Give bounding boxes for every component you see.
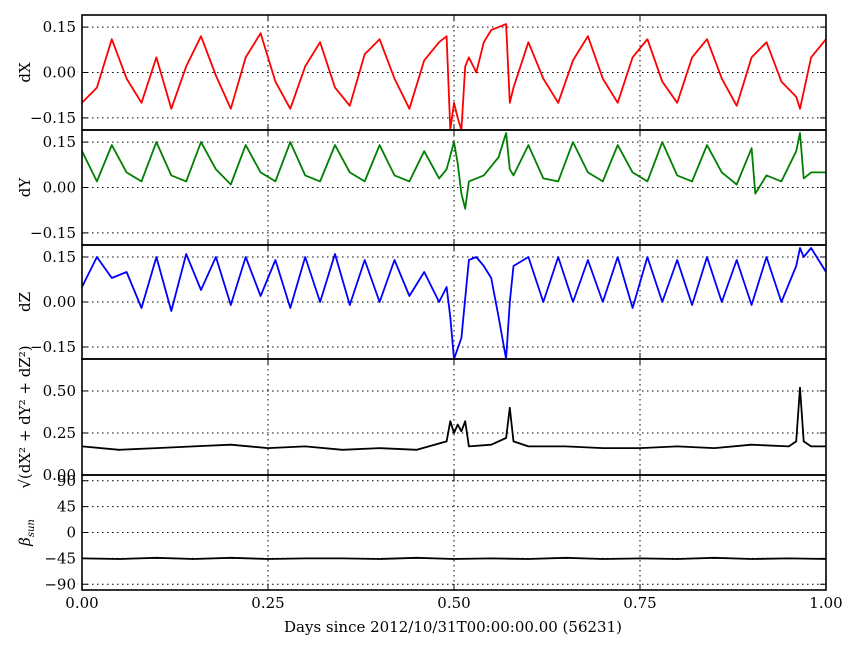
- y-tick-label: 0.15: [43, 18, 76, 36]
- chart-panels: 0.15 0.00 −0.15 dX 0.15 0.00 −0.15 dY 0.15 0.00 −0…: [16, 14, 843, 612]
- y-tick-label: 45: [57, 498, 76, 516]
- x-tick-label: 1.00: [809, 594, 842, 612]
- x-tick-label: 0.25: [251, 594, 284, 612]
- y-tick-label: 0.15: [43, 248, 76, 266]
- y-tick-label: −45: [44, 549, 76, 567]
- panel-beta_sun: 90 45 0 −45 −90 βsun: [16, 472, 827, 593]
- y-tick-label: −90: [44, 575, 76, 593]
- y-axis-label: βsun: [16, 519, 37, 547]
- y-tick-label: 0.50: [43, 382, 76, 400]
- y-axis-label: dY: [16, 177, 34, 198]
- y-tick-label: 0.00: [43, 466, 76, 484]
- y-tick-label: 0.00: [43, 179, 76, 197]
- y-tick-label: −0.15: [30, 338, 76, 356]
- x-tick-label: 0.75: [623, 594, 656, 612]
- panel-dy: 0.15 0.00 −0.15 dY: [16, 129, 827, 246]
- panel-frame: [81, 358, 827, 476]
- panel-magnitude: 0.50 0.25 0.00 √(dX² + dY² + dZ²): [16, 345, 827, 489]
- y-tick-label: −0.15: [30, 224, 76, 242]
- y-tick-label: 0.25: [43, 424, 76, 442]
- y-tick-label: 0.15: [43, 133, 76, 151]
- y-tick-label: 0.00: [43, 293, 76, 311]
- series-line-magnitude: [82, 386, 826, 451]
- panel-frame: [81, 14, 827, 131]
- panel-dx: 0.15 0.00 −0.15 dX: [16, 14, 827, 131]
- y-tick-label: −0.15: [30, 109, 76, 127]
- panel-frame: [81, 244, 827, 360]
- y-tick-label: 0.00: [43, 64, 76, 82]
- series-line-beta_sun: [82, 556, 826, 560]
- y-axis-label: dX: [16, 62, 34, 83]
- y-tick-label: 90: [57, 472, 76, 490]
- panel-frame: [81, 474, 827, 591]
- y-axis-label: √(dX² + dY² + dZ²): [16, 345, 34, 488]
- x-tick-label: 0.00: [65, 594, 98, 612]
- y-tick-label: 0: [66, 524, 76, 542]
- x-axis-label: Days since 2012/10/31T00:00:00.00 (56231…: [284, 618, 622, 636]
- y-axis-label: dZ: [16, 292, 34, 312]
- series-line-dy: [82, 132, 826, 210]
- panel-dz: 0.15 0.00 −0.15 dZ: [16, 244, 827, 360]
- series-line-dx: [82, 23, 826, 130]
- x-tick-label: 0.50: [437, 594, 470, 612]
- series-line-dz: [82, 247, 826, 359]
